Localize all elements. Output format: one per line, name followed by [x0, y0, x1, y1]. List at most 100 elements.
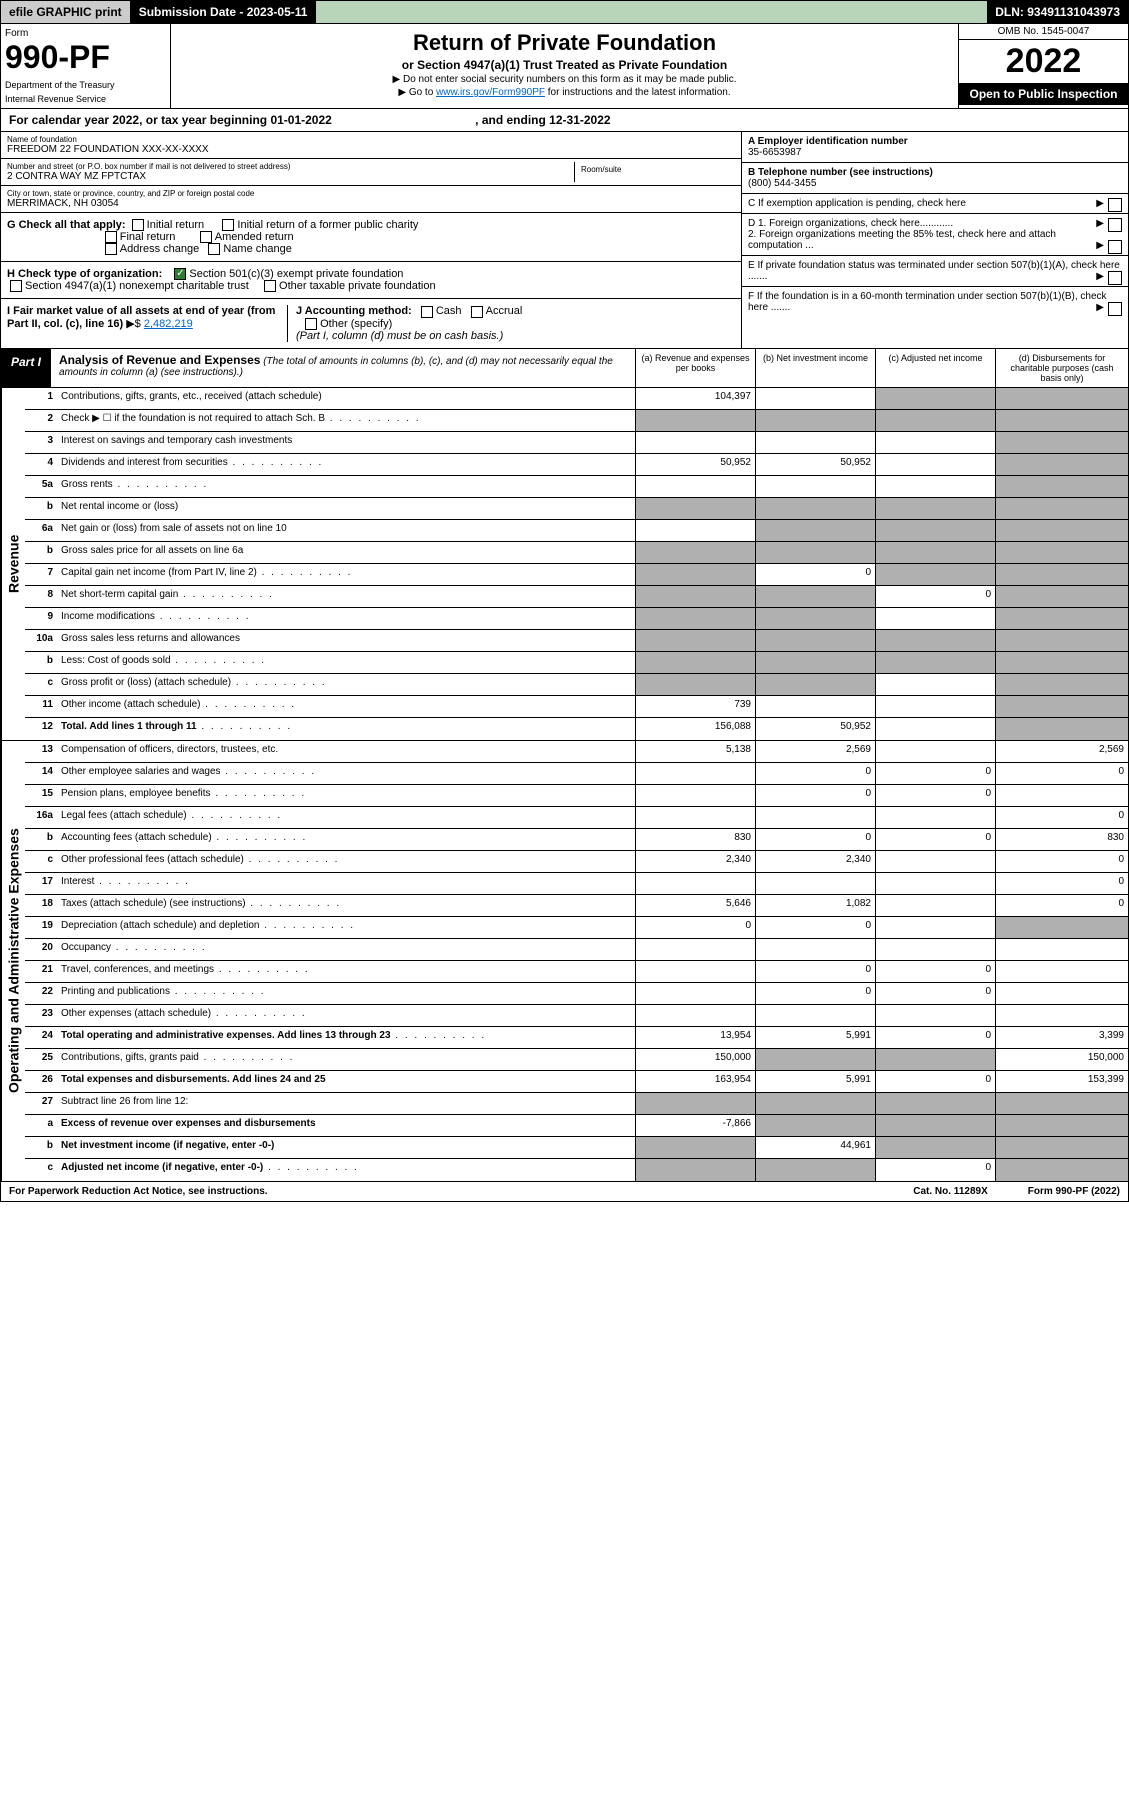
cell-d [995, 520, 1128, 541]
cell-c: 0 [875, 1071, 995, 1092]
table-row: 10aGross sales less returns and allowanc… [25, 630, 1128, 652]
cell-c: 0 [875, 961, 995, 982]
exemption-checkbox[interactable] [1108, 198, 1122, 212]
60month-checkbox[interactable] [1108, 302, 1122, 316]
col-a-header: (a) Revenue and expenses per books [635, 349, 755, 387]
expenses-table: Operating and Administrative Expenses 13… [0, 741, 1129, 1182]
table-row: 13Compensation of officers, directors, t… [25, 741, 1128, 763]
cell-d: 0 [995, 763, 1128, 784]
cell-c [875, 630, 995, 651]
table-row: 12Total. Add lines 1 through 11156,08850… [25, 718, 1128, 740]
cell-d: 0 [995, 851, 1128, 872]
dept-irs: Internal Revenue Service [5, 94, 166, 104]
table-row: 18Taxes (attach schedule) (see instructi… [25, 895, 1128, 917]
cell-c [875, 873, 995, 894]
cell-a [635, 1093, 755, 1114]
table-row: 27Subtract line 26 from line 12: [25, 1093, 1128, 1115]
row-label: Net rental income or (loss) [57, 498, 635, 519]
row-number: 5a [25, 476, 57, 497]
revenue-side-label: Revenue [1, 388, 25, 740]
table-row: cGross profit or (loss) (attach schedule… [25, 674, 1128, 696]
cell-d [995, 718, 1128, 740]
other-method-checkbox[interactable] [305, 318, 317, 330]
cell-b [755, 630, 875, 651]
cell-b: 0 [755, 785, 875, 806]
form990pf-link[interactable]: www.irs.gov/Form990PF [436, 87, 545, 98]
cell-a [635, 432, 755, 453]
fmv-label: I Fair market value of all assets at end… [7, 305, 275, 330]
cell-d [995, 1115, 1128, 1136]
cell-a [635, 498, 755, 519]
cell-d [995, 1159, 1128, 1181]
row-number: 27 [25, 1093, 57, 1114]
cash-checkbox[interactable] [421, 306, 433, 318]
cell-a: 830 [635, 829, 755, 850]
accrual-checkbox[interactable] [471, 306, 483, 318]
initial-return-checkbox[interactable] [132, 219, 144, 231]
cell-d [995, 939, 1128, 960]
table-row: 16aLegal fees (attach schedule)0 [25, 807, 1128, 829]
cell-d [995, 785, 1128, 806]
row-label: Capital gain net income (from Part IV, l… [57, 564, 635, 585]
row-number: b [25, 1137, 57, 1158]
instructions-link-row: ▶ Go to www.irs.gov/Form990PF for instru… [177, 87, 952, 98]
cell-d [995, 630, 1128, 651]
table-row: bLess: Cost of goods sold [25, 652, 1128, 674]
foreign-org-checkbox[interactable] [1108, 218, 1122, 232]
other-taxable-checkbox[interactable] [264, 280, 276, 292]
cell-b [755, 807, 875, 828]
cell-b [755, 520, 875, 541]
efile-print-button[interactable]: efile GRAPHIC print [1, 1, 131, 23]
section-i-j: I Fair market value of all assets at end… [1, 299, 741, 347]
row-number: c [25, 851, 57, 872]
name-change-checkbox[interactable] [208, 243, 220, 255]
table-row: 19Depreciation (attach schedule) and dep… [25, 917, 1128, 939]
revenue-table: Revenue 1Contributions, gifts, grants, e… [0, 388, 1129, 741]
cell-c [875, 1049, 995, 1070]
cell-b [755, 586, 875, 607]
cell-d: 3,399 [995, 1027, 1128, 1048]
4947-checkbox[interactable] [10, 280, 22, 292]
page-footer: For Paperwork Reduction Act Notice, see … [0, 1182, 1129, 1202]
501c3-checkbox[interactable]: ✓ [174, 268, 186, 280]
final-return-checkbox[interactable] [105, 231, 117, 243]
row-label: Total expenses and disbursements. Add li… [57, 1071, 635, 1092]
cell-c [875, 674, 995, 695]
cell-c: 0 [875, 586, 995, 607]
foreign-85-checkbox[interactable] [1108, 240, 1122, 254]
fmv-value[interactable]: 2,482,219 [144, 318, 193, 330]
table-row: 6aNet gain or (loss) from sale of assets… [25, 520, 1128, 542]
initial-former-checkbox[interactable] [222, 219, 234, 231]
cell-a: 5,646 [635, 895, 755, 916]
table-row: 3Interest on savings and temporary cash … [25, 432, 1128, 454]
row-number: a [25, 1115, 57, 1136]
table-row: 11Other income (attach schedule)739 [25, 696, 1128, 718]
paperwork-notice: For Paperwork Reduction Act Notice, see … [9, 1186, 268, 1197]
row-label: Other income (attach schedule) [57, 696, 635, 717]
table-row: 14Other employee salaries and wages000 [25, 763, 1128, 785]
address-label: Number and street (or P.O. box number if… [7, 162, 574, 171]
cell-c: 0 [875, 1027, 995, 1048]
row-label: Net investment income (if negative, ente… [57, 1137, 635, 1158]
address-change-checkbox[interactable] [105, 243, 117, 255]
terminated-checkbox[interactable] [1108, 271, 1122, 285]
cell-a [635, 586, 755, 607]
row-label: Legal fees (attach schedule) [57, 807, 635, 828]
cell-b: 44,961 [755, 1137, 875, 1158]
row-number: 7 [25, 564, 57, 585]
amended-return-checkbox[interactable] [200, 231, 212, 243]
row-number: 19 [25, 917, 57, 938]
cell-d: 2,569 [995, 741, 1128, 762]
ein-value: 35-6653987 [748, 147, 801, 158]
table-row: 8Net short-term capital gain0 [25, 586, 1128, 608]
part1-label: Part I [1, 349, 51, 387]
row-label: Net short-term capital gain [57, 586, 635, 607]
row-label: Occupancy [57, 939, 635, 960]
phone-value: (800) 544-3455 [748, 178, 816, 189]
cell-b [755, 410, 875, 431]
cell-b: 0 [755, 829, 875, 850]
row-number: 12 [25, 718, 57, 740]
row-number: b [25, 652, 57, 673]
60-month-termination: F If the foundation is in a 60-month ter… [742, 287, 1128, 317]
row-label: Income modifications [57, 608, 635, 629]
